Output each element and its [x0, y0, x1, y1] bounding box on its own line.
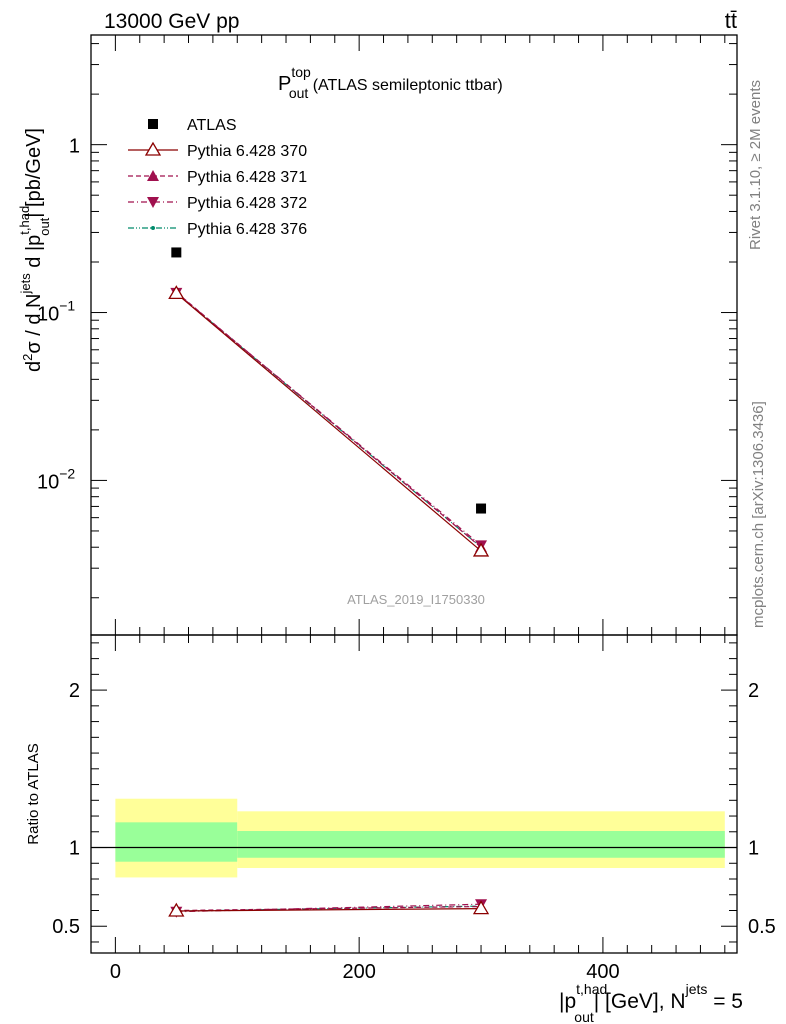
rivet-label: Rivet 3.1.10, ≥ 2M events — [747, 80, 764, 250]
data-point — [472, 542, 490, 557]
x-tick-label: 400 — [586, 961, 619, 983]
legend-label: ATLAS — [187, 117, 237, 134]
ratio-axis-ticks: 0 200 400 0.5 0.5 1 1 2 2 — [52, 35, 776, 983]
process-label: tt̄ — [725, 8, 737, 33]
ratio-series-line — [176, 908, 482, 912]
main-y-axis-label: d2σ / d Njets d |pt,had out| [pb/GeV] — [17, 128, 52, 372]
ratio-data-point — [472, 900, 490, 915]
main-series-group — [168, 247, 490, 557]
ratio-y-tick-label: 2 — [69, 680, 80, 702]
main-axis-ticks: 110−110−2 — [37, 43, 737, 599]
stat-uncertainty-band — [237, 830, 725, 858]
data-point — [171, 247, 182, 258]
x-tick-label: 200 — [342, 961, 375, 983]
ratio-series-line — [176, 905, 482, 912]
ratio-y-tick-label: 0.5 — [52, 916, 80, 938]
data-point — [476, 503, 487, 514]
series-line — [175, 291, 482, 548]
ratio-y-tick-label-right: 2 — [748, 680, 759, 702]
legend-marker — [144, 141, 162, 156]
legend-marker — [147, 197, 159, 208]
ratio-y-axis-label: Ratio to ATLAS — [25, 743, 42, 844]
legend: ATLAS Pythia 6.428 370 Pythia 6.428 371 Pyt… — [128, 117, 307, 238]
stat-uncertainty-band — [115, 822, 238, 862]
legend-marker — [147, 170, 159, 181]
ratio-data-point — [168, 902, 185, 917]
ratio-y-tick-label-right: 1 — [748, 838, 759, 860]
mcplots-label: mcplots.cern.ch [arXiv:1306.3436] — [750, 401, 767, 628]
analysis-watermark: ATLAS_2019_I1750330 — [347, 592, 485, 607]
legend-label: Pythia 6.428 372 — [187, 195, 307, 212]
y-tick-label: 10−2 — [37, 465, 75, 493]
main-title: Ptop out (ATLAS semileptonic ttbar) — [278, 64, 503, 101]
legend-marker — [148, 119, 158, 129]
ratio-uncertainty-bands — [91, 798, 737, 878]
x-axis-label: |pt,had out| [GeV], Njets = 5 — [559, 981, 743, 1024]
energy-label: 13000 GeV pp — [104, 10, 239, 33]
series-line — [175, 292, 482, 552]
ratio-y-tick-label-right: 0.5 — [748, 916, 776, 938]
legend-label: Pythia 6.428 376 — [187, 221, 307, 238]
legend-label: Pythia 6.428 370 — [187, 143, 307, 160]
ratio-plot-frame — [90, 634, 738, 954]
data-point — [168, 285, 185, 300]
legend-marker — [151, 226, 155, 230]
legend-label: Pythia 6.428 371 — [187, 169, 307, 186]
ratio-y-tick-label: 1 — [69, 838, 80, 860]
x-tick-label: 0 — [110, 961, 121, 983]
ratio-series-group — [168, 899, 490, 918]
y-tick-label: 1 — [69, 136, 80, 158]
